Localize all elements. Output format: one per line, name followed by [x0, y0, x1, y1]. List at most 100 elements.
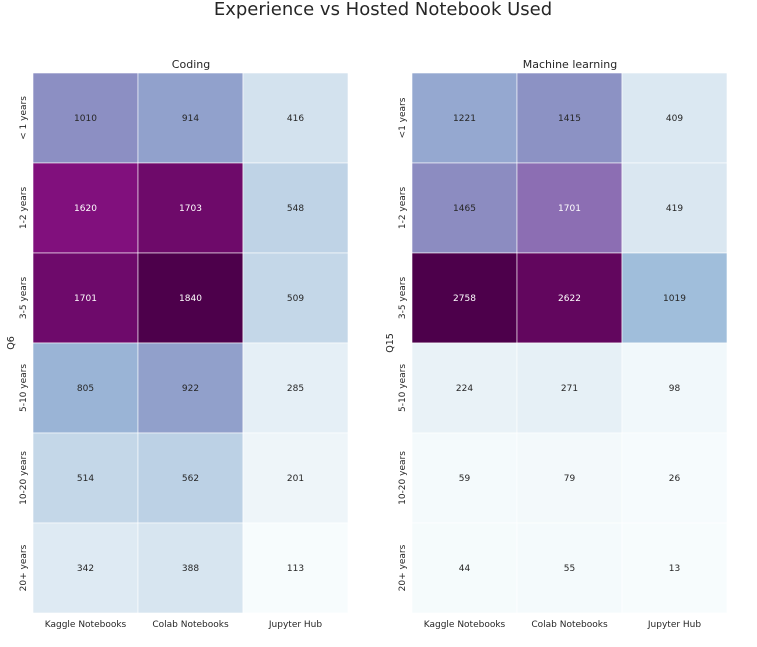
y-tick-label: 1-2 years	[19, 187, 29, 230]
heatmap-cell	[137, 522, 244, 614]
heatmap-cell	[32, 342, 139, 434]
cell-value-label: 2758	[453, 294, 476, 304]
heatmap-cell	[411, 72, 518, 164]
cell-value-label: 1701	[558, 204, 581, 214]
heatmap-cell	[242, 162, 349, 254]
cell-value-label: 1703	[179, 204, 202, 214]
heatmap-cell	[32, 522, 139, 614]
heatmap-cell	[137, 432, 244, 524]
heatmap-cell	[32, 72, 139, 164]
cell-value-label: 805	[77, 384, 94, 394]
cell-value-label: 419	[666, 204, 683, 214]
x-tick-label: Kaggle Notebooks	[424, 620, 506, 630]
cell-value-label: 13	[669, 564, 680, 574]
cell-value-label: 914	[182, 114, 199, 124]
cell-value-label: 113	[287, 564, 304, 574]
x-tick-label: Colab Notebooks	[152, 620, 229, 630]
cell-value-label: 1840	[179, 294, 202, 304]
heatmap-cell	[137, 72, 244, 164]
heatmap-cell	[621, 72, 728, 164]
x-tick-labels: Kaggle Notebooks Colab Notebooks Jupyter H…	[45, 620, 323, 630]
heatmap-title: Coding	[172, 58, 210, 71]
heatmap-cell	[621, 432, 728, 524]
heatmap-machine-learning: Machine learning Q15 1221 1415 409 1465 1701…	[385, 58, 728, 630]
y-tick-label: 5-10 years	[398, 364, 408, 412]
cell-value-label: 59	[459, 474, 471, 484]
figure-title: Experience vs Hosted Notebook Used	[214, 0, 552, 20]
heatmap-cell	[516, 162, 623, 254]
heatmap-cell	[516, 522, 623, 614]
y-tick-label: 20+ years	[398, 544, 408, 591]
heatmap-cell	[411, 162, 518, 254]
x-tick-label: Kaggle Notebooks	[45, 620, 127, 630]
heatmap-cells: 1221 1415 409 1465 1701 419 2758 2622 1019 224 271…	[411, 72, 728, 614]
heatmap-cell	[411, 432, 518, 524]
cell-value-label: 922	[182, 384, 199, 394]
y-tick-label: 10-20 years	[19, 451, 29, 505]
cell-value-label: 1620	[74, 204, 97, 214]
cell-value-label: 1701	[74, 294, 97, 304]
heatmap-cell	[137, 162, 244, 254]
cell-value-label: 26	[669, 474, 681, 484]
cell-value-label: 201	[287, 474, 304, 484]
heatmap-cell	[621, 342, 728, 434]
heatmap-cell	[242, 522, 349, 614]
heatmap-cell	[621, 522, 728, 614]
cell-value-label: 342	[77, 564, 94, 574]
heatmap-cell	[411, 342, 518, 434]
cell-value-label: 1465	[453, 204, 476, 214]
x-tick-label: Jupyter Hub	[268, 620, 322, 630]
cell-value-label: 1415	[558, 114, 581, 124]
cell-value-label: 416	[287, 114, 304, 124]
heatmap-cell	[516, 72, 623, 164]
heatmap-cell	[137, 252, 244, 344]
heatmap-cell	[242, 72, 349, 164]
y-tick-label: 3-5 years	[19, 277, 29, 320]
heatmap-cell	[32, 162, 139, 254]
cell-value-label: 562	[182, 474, 199, 484]
cell-value-label: 388	[182, 564, 199, 574]
heatmap-cell	[32, 252, 139, 344]
cell-value-label: 514	[77, 474, 94, 484]
cell-value-label: 98	[669, 384, 681, 394]
heatmap-title: Machine learning	[523, 58, 617, 71]
cell-value-label: 1221	[453, 114, 476, 124]
heatmap-cell	[516, 342, 623, 434]
x-tick-labels: Kaggle Notebooks Colab Notebooks Jupyter H…	[424, 620, 702, 630]
heatmap-cell	[411, 522, 518, 614]
cell-value-label: 409	[666, 114, 683, 124]
y-tick-label: 5-10 years	[19, 364, 29, 412]
cell-value-label: 55	[564, 564, 575, 574]
heatmap-cell	[516, 252, 623, 344]
y-tick-label: < 1 years	[19, 96, 29, 140]
heatmap-cell	[242, 432, 349, 524]
x-tick-label: Jupyter Hub	[647, 620, 701, 630]
y-tick-label: 10-20 years	[398, 451, 408, 505]
y-tick-label: 3-5 years	[398, 277, 408, 320]
y-tick-label: 1-2 years	[398, 187, 408, 230]
y-tick-labels: < 1 years 1-2 years 3-5 years 5-10 years 10-…	[19, 96, 29, 591]
cell-value-label: 548	[287, 204, 304, 214]
cell-value-label: 79	[564, 474, 576, 484]
x-tick-label: Colab Notebooks	[531, 620, 608, 630]
y-axis-label: Q6	[6, 336, 17, 350]
cell-value-label: 271	[561, 384, 578, 394]
y-tick-label: 20+ years	[19, 544, 29, 591]
cell-value-label: 1010	[74, 114, 97, 124]
cell-value-label: 224	[456, 384, 473, 394]
cell-value-label: 509	[287, 294, 304, 304]
cell-value-label: 285	[287, 384, 304, 394]
y-tick-label: <1 years	[398, 97, 408, 138]
heatmap-cell	[621, 162, 728, 254]
heatmap-cell	[621, 252, 728, 344]
heatmap-cell	[32, 432, 139, 524]
heatmap-cell	[411, 252, 518, 344]
cell-value-label: 44	[459, 564, 471, 574]
y-axis-label: Q15	[385, 333, 396, 353]
cell-value-label: 1019	[663, 294, 686, 304]
heatmap-coding: Coding Q6 1010 914 416 1620 1703 548 1701 1840 5…	[6, 58, 349, 630]
cell-value-label: 2622	[558, 294, 581, 304]
y-tick-labels: <1 years 1-2 years 3-5 years 5-10 years 10-2…	[398, 97, 408, 591]
heatmap-cell	[242, 342, 349, 434]
